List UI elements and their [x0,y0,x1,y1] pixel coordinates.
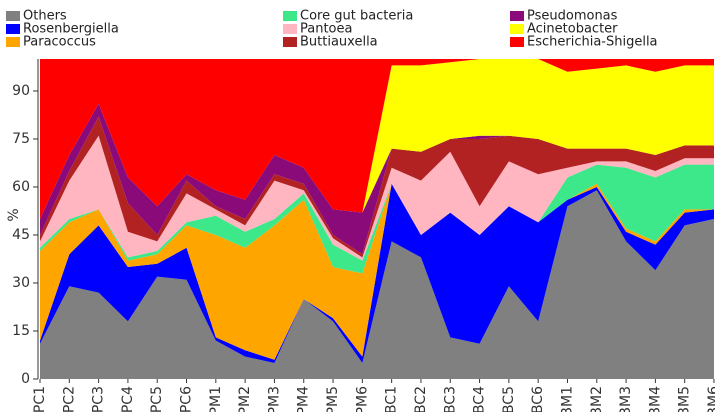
legend-label: Buttiauxella [300,35,378,50]
x-tick-label: BM4 [647,386,663,412]
x-tick-label: BC5 [501,386,517,412]
area [40,164,714,274]
legend-swatch [6,11,20,21]
x-tick-label: BC4 [472,386,488,412]
x-tick-label: BM5 [677,386,693,412]
legend-swatch [283,11,297,21]
area [40,59,714,219]
area [40,183,714,363]
area [40,116,714,258]
y-tick-label: 45 [12,227,30,243]
x-tick-label: PM4 [296,386,312,412]
x-tick-label: BC6 [530,386,546,412]
x-tick-label: PM3 [266,386,282,412]
x-tick-label: PC1 [32,386,48,412]
x-tick-label: BM2 [589,386,605,412]
legend-swatch [6,24,20,34]
y-tick-label: 30 [12,275,30,291]
x-tick-label: PM5 [325,386,341,412]
x-tick-label: PM2 [237,386,253,412]
legend-swatch [6,37,20,47]
legend-label: Acinetobacter [527,22,618,37]
legend-swatch [283,37,297,47]
legend-label: Core gut bacteria [300,9,413,24]
legend-swatch [510,11,524,21]
x-tick-label: PC5 [149,386,165,412]
legend-label: Paracoccus [23,35,96,50]
x-tick-label: BM3 [618,386,634,412]
y-tick-label: 15 [12,323,30,339]
legend-label: Rosenbergiella [23,22,119,37]
y-axis-label: % [6,208,22,221]
x-tick-label: PC3 [91,386,107,412]
legend-label: Escherichia-Shigella [527,35,658,50]
x-tick-label: BM6 [706,386,715,412]
area [40,190,714,379]
x-tick-label: PC6 [179,386,195,412]
y-tick-label: 0 [21,371,30,387]
x-tick-label: PM6 [354,386,370,412]
x-tick-label: BC2 [413,386,429,412]
legend-swatch [283,24,297,34]
legend-swatch [510,24,524,34]
x-tick-label: BC1 [384,386,400,412]
y-tick-label: 75 [12,131,30,147]
x-tick-label: BC3 [442,386,458,412]
legend-label: Others [23,9,67,24]
x-tick-label: PC4 [120,386,136,412]
legend-label: Pseudomonas [527,9,618,24]
legend-swatch [510,37,524,47]
y-tick-label: 90 [12,83,30,99]
y-tick-label: 60 [12,179,30,195]
x-tick-label: PC2 [61,386,77,412]
x-tick-label: BM1 [559,386,575,412]
x-tick-label: PM1 [208,386,224,412]
legend-label: Pantoea [300,22,352,37]
